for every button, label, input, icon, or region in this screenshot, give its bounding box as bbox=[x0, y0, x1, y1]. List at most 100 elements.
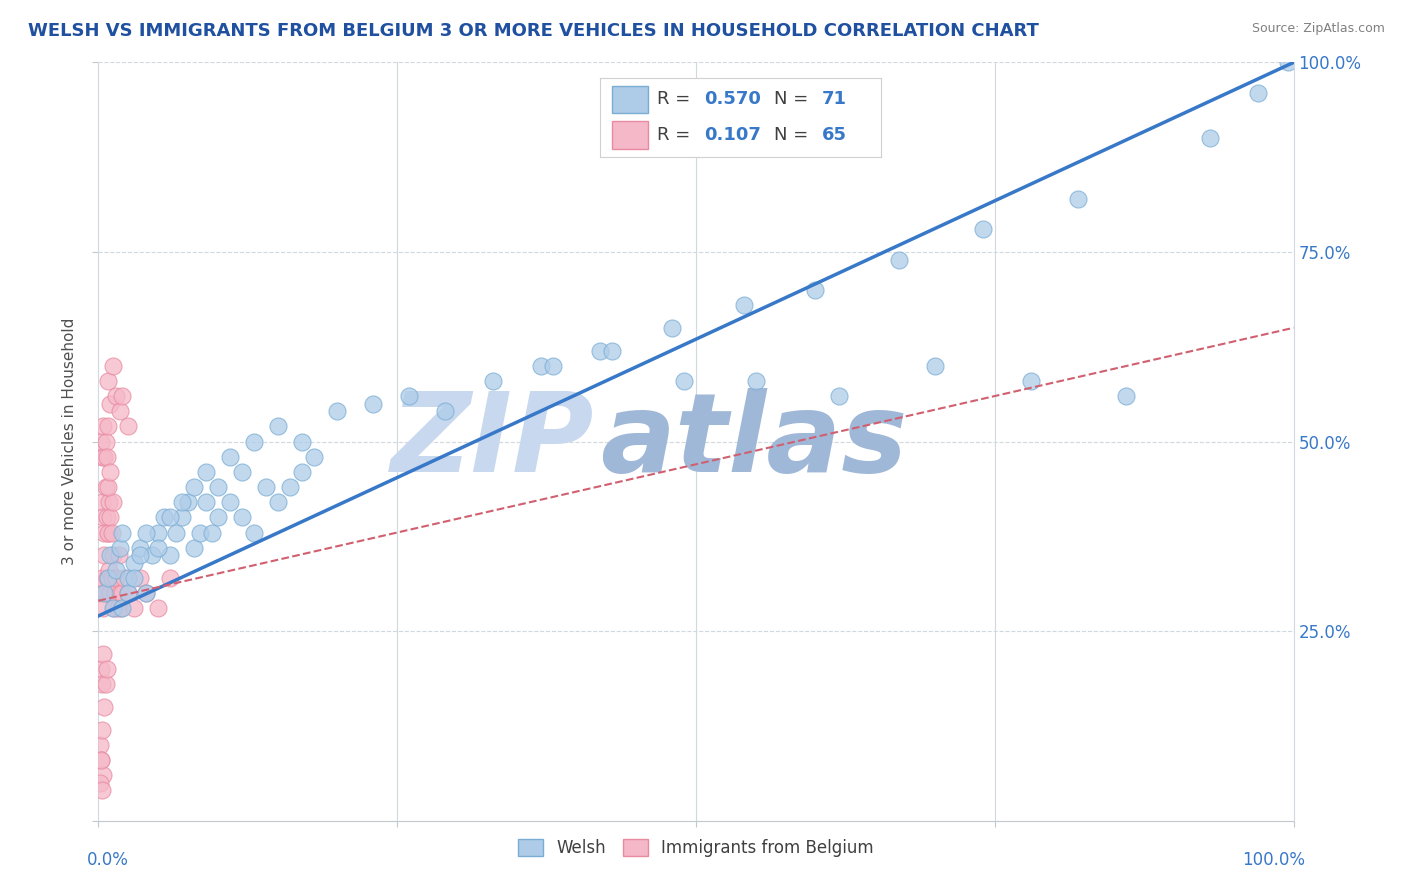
Text: WELSH VS IMMIGRANTS FROM BELGIUM 3 OR MORE VEHICLES IN HOUSEHOLD CORRELATION CHA: WELSH VS IMMIGRANTS FROM BELGIUM 3 OR MO… bbox=[28, 22, 1039, 40]
Point bbox=[135, 586, 157, 600]
Point bbox=[108, 404, 131, 418]
Point bbox=[111, 601, 134, 615]
Point bbox=[90, 662, 112, 676]
Point bbox=[100, 571, 122, 585]
Point bbox=[101, 548, 124, 563]
Point bbox=[93, 548, 115, 563]
Point bbox=[267, 419, 290, 434]
Point bbox=[98, 586, 122, 600]
Point bbox=[972, 222, 994, 236]
Point bbox=[94, 480, 117, 494]
Text: Source: ZipAtlas.com: Source: ZipAtlas.com bbox=[1251, 22, 1385, 36]
Point bbox=[745, 374, 768, 388]
Point bbox=[90, 753, 112, 767]
Point bbox=[398, 389, 420, 403]
Point bbox=[101, 601, 124, 615]
Point bbox=[90, 434, 112, 449]
Point bbox=[363, 396, 385, 410]
Point bbox=[91, 647, 114, 661]
Point bbox=[177, 495, 200, 509]
Point bbox=[98, 564, 121, 578]
Point bbox=[207, 480, 229, 494]
Text: atlas: atlas bbox=[600, 388, 908, 495]
Point bbox=[97, 480, 120, 494]
Point bbox=[302, 450, 325, 464]
Point bbox=[201, 525, 224, 540]
Point bbox=[91, 768, 114, 782]
Point bbox=[148, 601, 170, 615]
Point bbox=[105, 564, 128, 578]
Point bbox=[124, 571, 146, 585]
Point bbox=[219, 450, 242, 464]
Point bbox=[889, 252, 911, 267]
Point bbox=[129, 571, 152, 585]
Point bbox=[254, 480, 277, 494]
Point bbox=[90, 586, 112, 600]
Point bbox=[924, 359, 946, 373]
Point bbox=[804, 283, 827, 297]
Point bbox=[267, 495, 290, 509]
Point bbox=[243, 525, 266, 540]
Point bbox=[103, 601, 125, 615]
Point bbox=[661, 320, 683, 334]
Point bbox=[91, 723, 114, 737]
Point bbox=[165, 525, 187, 540]
Text: ZIP: ZIP bbox=[391, 388, 595, 495]
Text: 0.0%: 0.0% bbox=[87, 851, 128, 869]
Point bbox=[108, 586, 131, 600]
Point bbox=[243, 434, 266, 449]
Point bbox=[219, 495, 242, 509]
Point bbox=[101, 495, 124, 509]
Point bbox=[183, 541, 205, 555]
Point bbox=[91, 450, 114, 464]
Point bbox=[98, 510, 122, 524]
Point bbox=[101, 359, 124, 373]
Point bbox=[117, 571, 139, 585]
Point bbox=[117, 586, 139, 600]
Point bbox=[94, 586, 117, 600]
Point bbox=[108, 541, 131, 555]
Point bbox=[98, 548, 122, 563]
Point bbox=[530, 359, 553, 373]
Point bbox=[172, 495, 194, 509]
Point bbox=[589, 343, 612, 358]
Point bbox=[91, 495, 114, 509]
Point bbox=[828, 389, 851, 403]
Point bbox=[326, 404, 349, 418]
Point bbox=[129, 548, 152, 563]
Point bbox=[1199, 131, 1222, 145]
Point bbox=[1067, 192, 1090, 206]
Point bbox=[207, 510, 229, 524]
Point bbox=[195, 465, 218, 479]
Point bbox=[124, 556, 146, 570]
Point bbox=[153, 510, 176, 524]
Point bbox=[91, 510, 114, 524]
Point bbox=[291, 465, 314, 479]
Point bbox=[231, 510, 253, 524]
Point bbox=[91, 783, 114, 797]
Point bbox=[97, 374, 120, 388]
Point bbox=[93, 525, 115, 540]
Point bbox=[602, 343, 624, 358]
Point bbox=[93, 450, 115, 464]
Point bbox=[291, 434, 314, 449]
Point bbox=[1115, 389, 1137, 403]
Point bbox=[733, 298, 755, 312]
Point bbox=[94, 434, 117, 449]
Point bbox=[91, 419, 114, 434]
Point bbox=[93, 586, 115, 600]
Point bbox=[148, 525, 170, 540]
Point bbox=[107, 601, 129, 615]
Point bbox=[98, 396, 122, 410]
Point bbox=[117, 586, 139, 600]
Point bbox=[1277, 55, 1299, 70]
Point bbox=[96, 662, 118, 676]
Point bbox=[159, 548, 181, 563]
Point bbox=[159, 571, 181, 585]
Point bbox=[97, 419, 120, 434]
Point bbox=[141, 548, 163, 563]
Point bbox=[107, 548, 129, 563]
Point bbox=[434, 404, 457, 418]
Point bbox=[96, 510, 118, 524]
Point bbox=[97, 525, 120, 540]
